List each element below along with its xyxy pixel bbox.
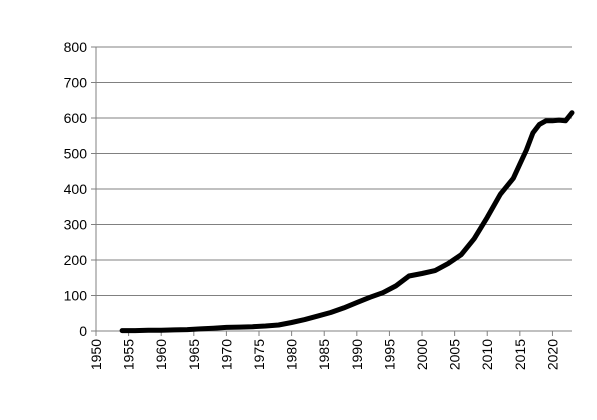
x-tick-label: 1985 — [316, 339, 332, 370]
y-tick-label: 0 — [79, 323, 87, 339]
x-tick-label: 1995 — [381, 339, 397, 370]
x-tick-labels: 1950 1955 1960 1965 1970 1975 1980 1985 1990 1995… — [88, 331, 560, 370]
x-tick-label: 1950 — [88, 339, 104, 370]
data-series-line — [119, 110, 575, 334]
x-tick-label: 1975 — [251, 339, 267, 370]
gridlines — [96, 46, 572, 296]
y-tick-label: 200 — [64, 252, 88, 268]
y-tick-label: 600 — [64, 110, 88, 126]
x-tick-label: 1980 — [284, 339, 300, 370]
x-tick-label: 1970 — [218, 339, 234, 370]
y-tick-labels: 0 100 200 300 400 500 600 700 800 — [64, 39, 96, 339]
x-tick-label: 2020 — [544, 339, 560, 370]
y-tick-label: 400 — [64, 181, 88, 197]
x-tick-label: 2010 — [479, 339, 495, 370]
x-tick-label: 1965 — [186, 339, 202, 370]
x-tick-label: 2005 — [447, 339, 463, 370]
x-tick-label: 1990 — [349, 339, 365, 370]
x-tick-label: 2000 — [414, 339, 430, 370]
x-tick-label: 2015 — [512, 339, 528, 370]
x-tick-label: 1960 — [153, 339, 169, 370]
y-tick-label: 100 — [64, 288, 88, 304]
y-tick-label: 500 — [64, 146, 88, 162]
y-tick-label: 300 — [64, 217, 88, 233]
y-tick-label: 700 — [64, 75, 88, 91]
x-tick-label: 1955 — [121, 339, 137, 370]
series — [119, 110, 575, 334]
y-tick-label: 800 — [64, 39, 88, 55]
